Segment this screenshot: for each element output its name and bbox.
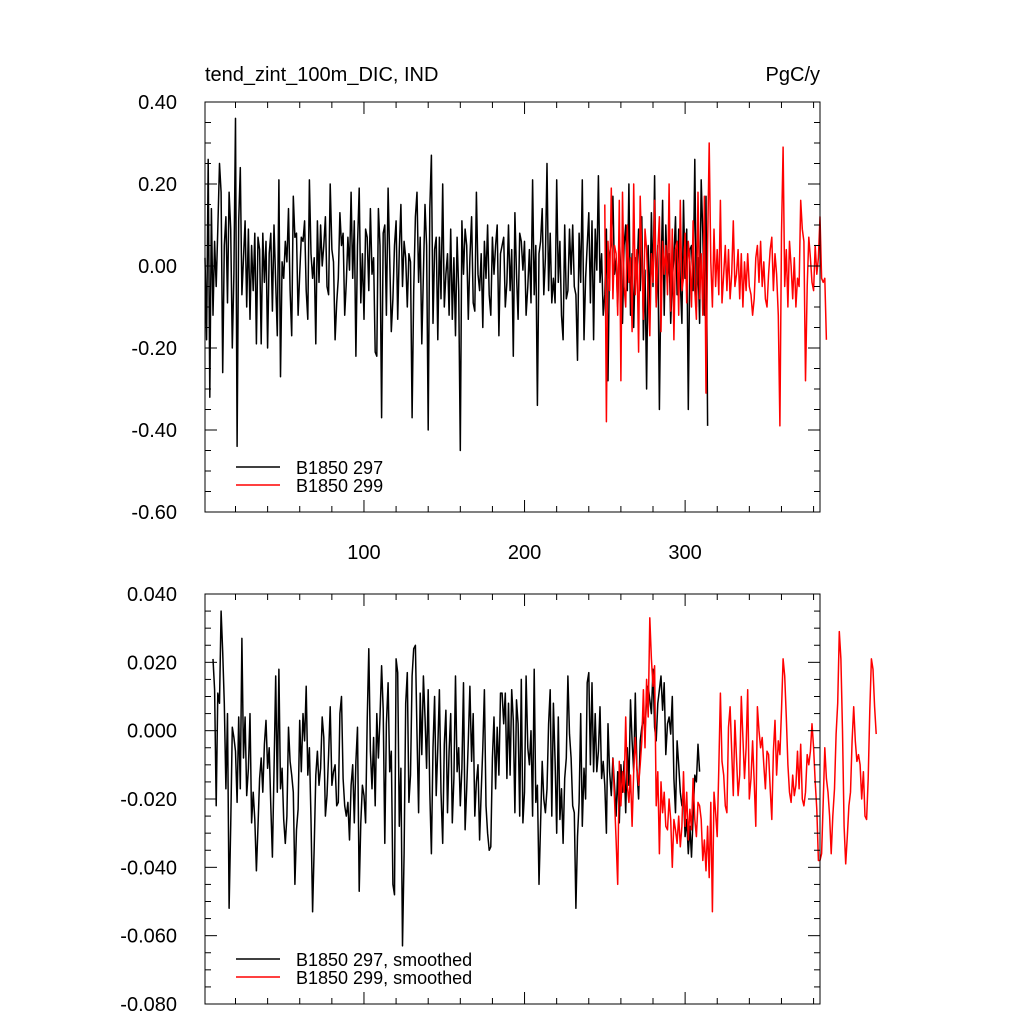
series-group [212,610,877,947]
units-label: PgC/y [766,64,820,86]
bottom-panel: 0.040 0.020 0.000 -0.020 -0.040 -0.060 -0.080 B… [120,584,877,1016]
y-tick-label: 0.000 [127,721,177,743]
y-tick-label: -0.20 [131,338,177,360]
y-tick-label: 0.40 [138,92,177,114]
series-line-b1850-299-smoothed [612,617,877,913]
series-line-b1850-299 [604,142,828,427]
y-tick-label: -0.60 [131,502,177,524]
x-tick-label: 100 [347,542,380,564]
y-tick-label: -0.080 [120,994,177,1016]
y-tick-label: -0.060 [120,926,177,948]
y-tick-label: 0.040 [127,584,177,606]
top-panel: 0.40 0.20 0.00 -0.20 -0.40 -0.60 100 200 300 tend… [131,64,828,564]
x-tick-label: 300 [668,542,701,564]
legend-label: B1850 299, smoothed [296,968,472,988]
y-tick-label: -0.40 [131,420,177,442]
legend-label: B1850 297, smoothed [296,950,472,970]
x-tick-label: 200 [508,542,541,564]
y-tick-label: 0.020 [127,652,177,674]
y-tick-label: -0.020 [120,789,177,811]
legend-label: B1850 297 [296,458,383,478]
y-tick-label: 0.20 [138,174,177,196]
y-tick-label: -0.040 [120,857,177,879]
series-group [204,117,828,452]
chart-title: tend_zint_100m_DIC, IND [205,64,438,86]
legend-label: B1850 299 [296,476,383,496]
y-tick-label: 0.00 [138,256,177,278]
